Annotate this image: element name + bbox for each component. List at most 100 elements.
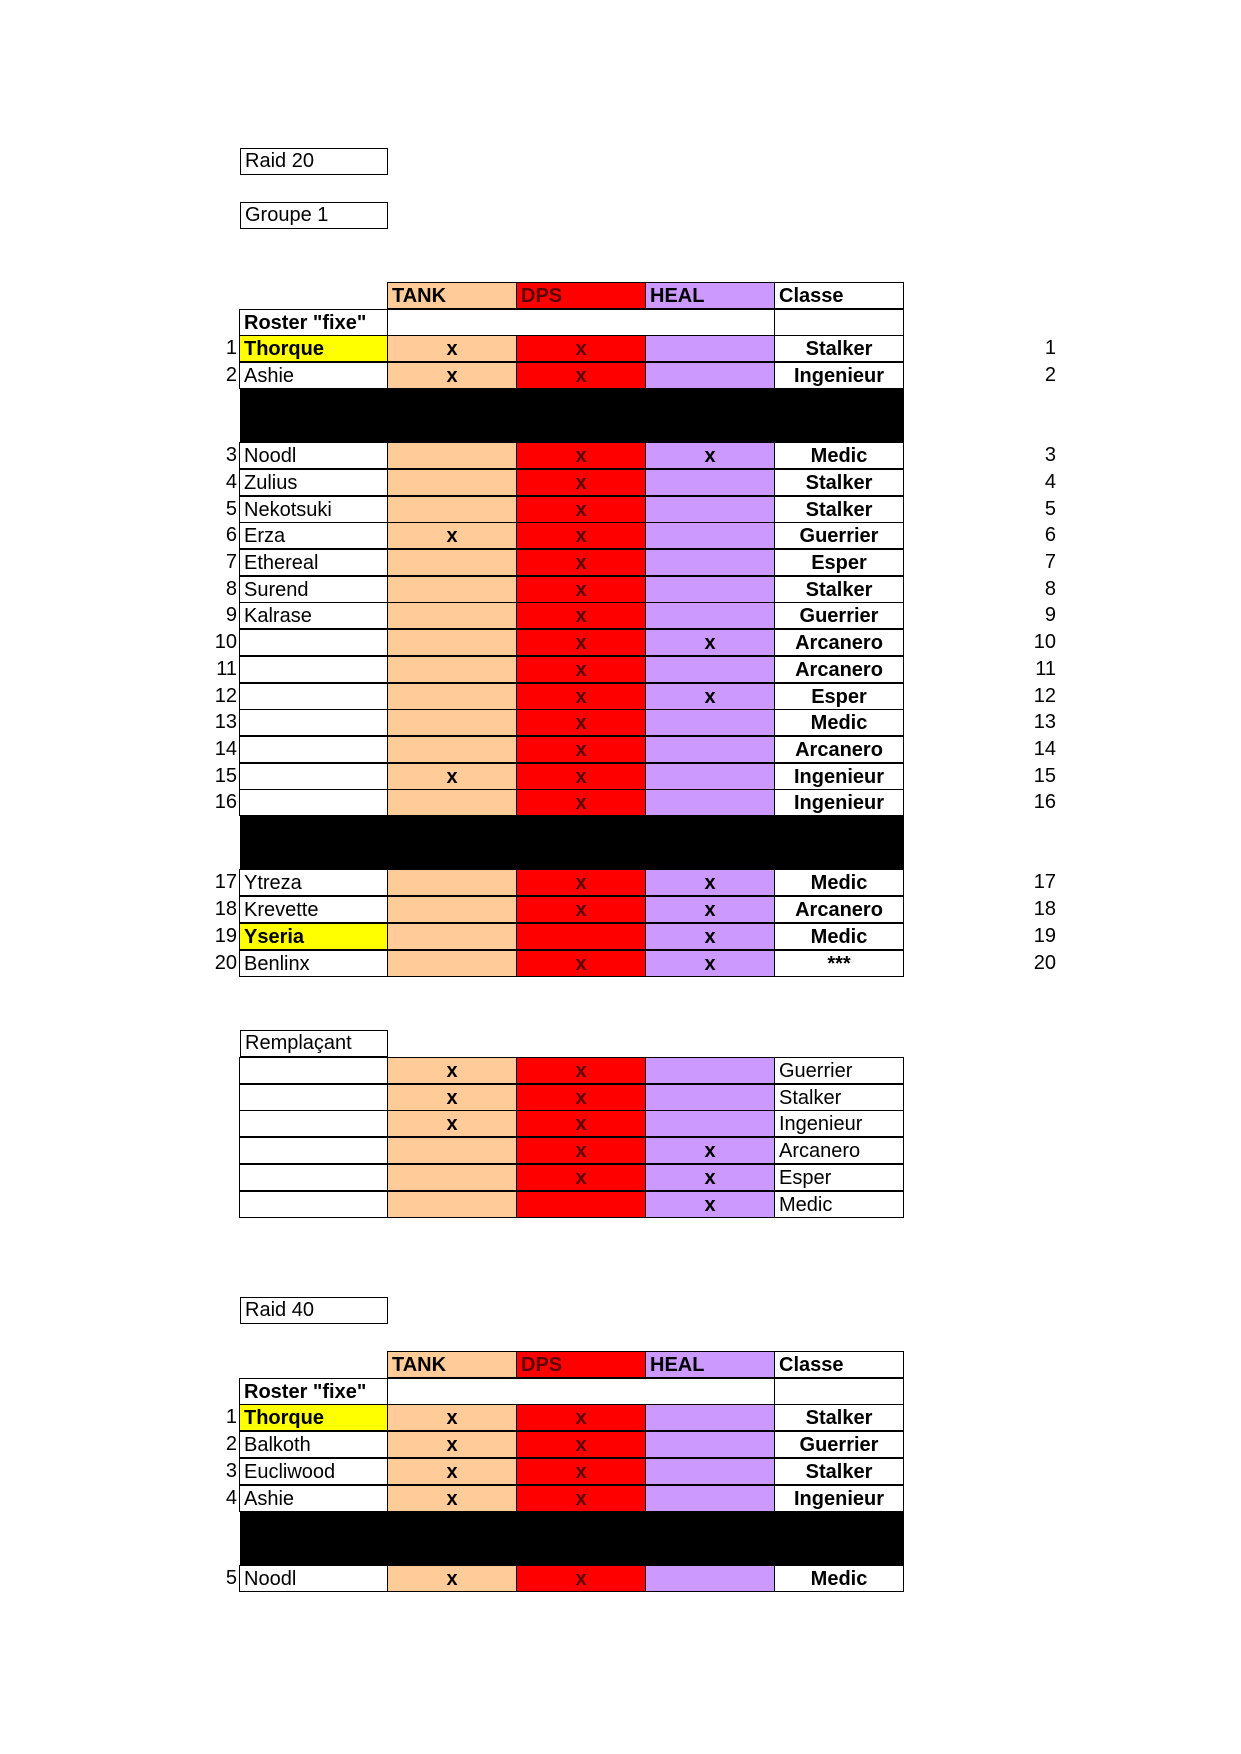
dps-mark: x — [516, 735, 646, 763]
tank-mark — [387, 896, 517, 924]
dps-mark: x — [516, 655, 646, 683]
heal-mark: x — [645, 442, 775, 470]
dps-mark: x — [516, 949, 646, 977]
tank-mark: x — [387, 1083, 517, 1111]
remplacant-label: Remplaçant — [240, 1030, 388, 1057]
class-name: Arcanero — [774, 655, 904, 683]
heal-mark — [645, 1457, 775, 1485]
heal-mark — [645, 575, 775, 603]
tank-mark: x — [387, 1110, 517, 1138]
heal-mark — [645, 1404, 775, 1432]
class-name: Ingenieur — [774, 1484, 904, 1512]
tank-mark — [387, 789, 517, 817]
tank-mark: x — [387, 1431, 517, 1459]
player-name: Eucliwood — [239, 1457, 388, 1485]
raid20-title: Raid 20 — [240, 148, 388, 175]
row-number: 5 — [225, 1566, 237, 1589]
player-name: Erza — [239, 522, 388, 550]
row-number: 9 — [225, 604, 237, 627]
right-number: 9 — [1044, 604, 1056, 627]
player-name: Ashie — [239, 362, 388, 390]
separator-bar — [240, 388, 904, 443]
raid40-title: Raid 40 — [240, 1297, 388, 1324]
dps-mark: x — [516, 869, 646, 897]
heal-mark — [645, 1083, 775, 1111]
dps-mark: x — [516, 442, 646, 470]
header-dps: DPS — [516, 282, 646, 309]
player-name: Krevette — [239, 896, 388, 924]
heal-mark — [645, 362, 775, 390]
heal-mark — [645, 1057, 775, 1084]
header-heal: HEAL — [645, 282, 775, 309]
heal-mark — [645, 549, 775, 576]
roster-label: Roster "fixe" — [239, 308, 388, 336]
heal-mark — [645, 335, 775, 363]
dps-mark: x — [516, 709, 646, 737]
header-dps: DPS — [516, 1351, 646, 1378]
class-name: *** — [774, 949, 904, 977]
class-name: Medic — [774, 709, 904, 737]
player-name: Ytreza — [239, 869, 388, 897]
row-number: 16 — [214, 791, 237, 814]
player-name: Thorque — [239, 335, 388, 363]
heal-mark: x — [645, 1190, 775, 1218]
tank-mark — [387, 442, 517, 470]
dps-mark: x — [516, 789, 646, 817]
row-number: 3 — [225, 1459, 237, 1482]
class-name: Guerrier — [774, 1431, 904, 1459]
heal-mark: x — [645, 629, 775, 657]
class-name: Guerrier — [774, 522, 904, 550]
tank-mark — [387, 922, 517, 950]
player-name: Zulius — [239, 468, 388, 496]
class-name: Stalker — [774, 495, 904, 523]
dps-mark: x — [516, 1457, 646, 1485]
heal-mark: x — [645, 682, 775, 710]
class-name: Medic — [774, 442, 904, 470]
class-name: Arcanero — [774, 1137, 904, 1165]
player-name-empty — [239, 1083, 388, 1111]
tank-mark — [387, 495, 517, 523]
class-name: Medic — [774, 1190, 904, 1218]
heal-mark — [645, 495, 775, 523]
dps-mark: x — [516, 1057, 646, 1084]
class-name: Medic — [774, 922, 904, 950]
right-number: 10 — [1033, 631, 1056, 654]
class-name: Stalker — [774, 335, 904, 363]
header-tank: TANK — [387, 1351, 517, 1378]
heal-mark — [645, 709, 775, 737]
tank-mark — [387, 468, 517, 496]
tank-mark: x — [387, 1457, 517, 1485]
row-number: 5 — [225, 497, 237, 520]
heal-mark — [645, 1564, 775, 1592]
dps-mark: x — [516, 682, 646, 710]
player-name — [239, 762, 388, 790]
tank-mark — [387, 682, 517, 710]
right-number: 2 — [1044, 364, 1056, 387]
class-name: Guerrier — [774, 1057, 904, 1084]
heal-mark — [645, 789, 775, 817]
row-number: 10 — [214, 631, 237, 654]
player-name-empty — [239, 1137, 388, 1165]
header-heal: HEAL — [645, 1351, 775, 1378]
row-number: 20 — [214, 951, 237, 974]
row-number: 18 — [214, 898, 237, 921]
tank-mark — [387, 602, 517, 630]
dps-mark: x — [516, 495, 646, 523]
dps-mark: x — [516, 1110, 646, 1138]
row-number: 8 — [225, 577, 237, 600]
class-name: Ingenieur — [774, 789, 904, 817]
heal-mark — [645, 735, 775, 763]
right-number: 8 — [1044, 577, 1056, 600]
player-name-empty — [239, 1057, 388, 1084]
tank-mark: x — [387, 362, 517, 390]
right-number: 17 — [1033, 871, 1056, 894]
class-name: Ingenieur — [774, 1110, 904, 1138]
right-number: 5 — [1044, 497, 1056, 520]
tank-mark: x — [387, 522, 517, 550]
player-name: Ashie — [239, 1484, 388, 1512]
tank-mark — [387, 629, 517, 657]
dps-mark: x — [516, 602, 646, 630]
player-name-empty — [239, 1110, 388, 1138]
heal-mark — [645, 1110, 775, 1138]
player-name: Nekotsuki — [239, 495, 388, 523]
